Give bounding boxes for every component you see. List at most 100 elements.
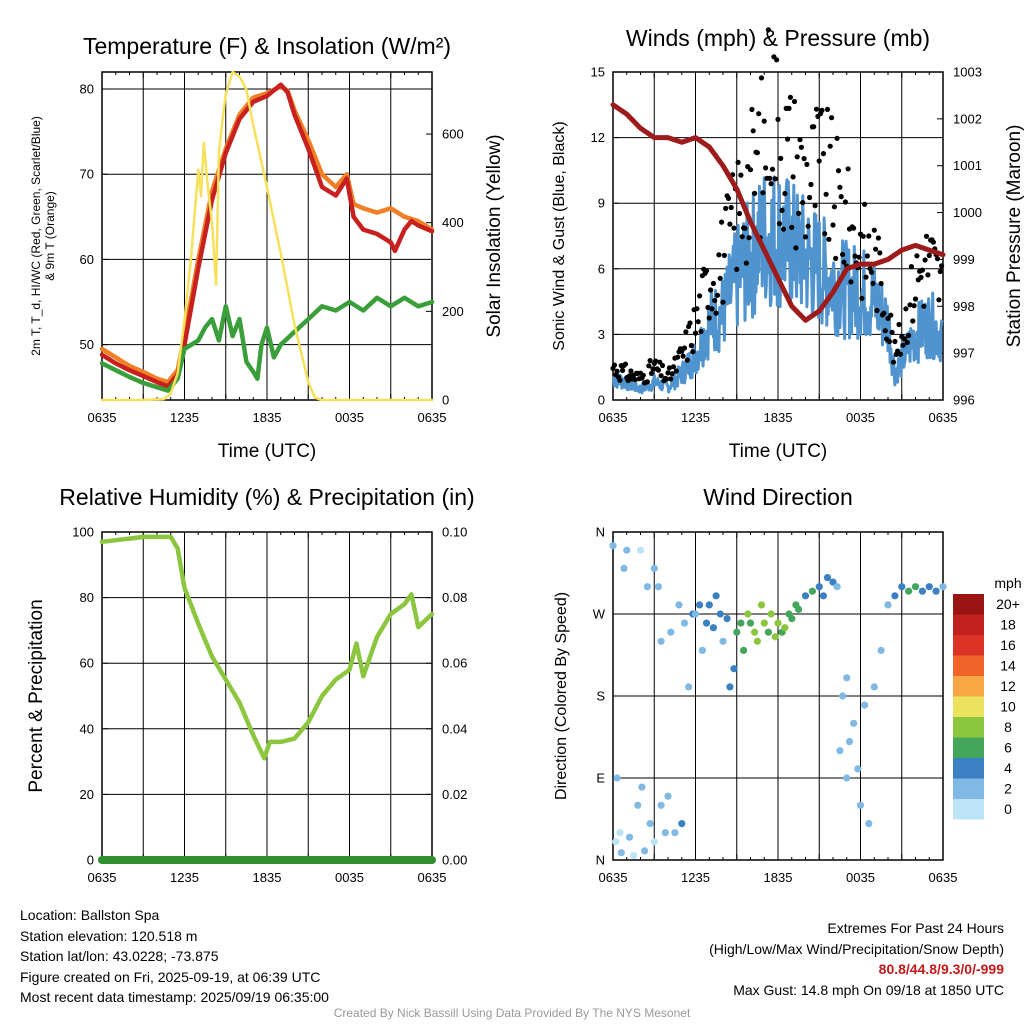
speed-legend: mph 20+ 18 16 14 12 10 8 6 4 2 0 <box>953 575 1022 820</box>
direction-point <box>620 564 628 573</box>
direction-point <box>657 801 665 809</box>
gust-point <box>683 329 689 335</box>
direction-point <box>771 633 779 641</box>
direction-point <box>685 683 693 691</box>
gust-point <box>930 239 937 245</box>
gust-point <box>735 159 741 165</box>
direction-point <box>719 637 727 645</box>
gust-point <box>727 221 733 227</box>
gust-point <box>721 252 728 258</box>
gust-point <box>752 190 758 196</box>
gust-point <box>774 57 780 63</box>
gust-point <box>824 106 831 112</box>
gust-point <box>800 200 806 206</box>
direction-point <box>843 674 851 682</box>
direction-point <box>712 592 720 600</box>
gust-point <box>675 354 681 360</box>
gust-point <box>739 234 745 240</box>
gust-point <box>786 105 792 111</box>
gust-point <box>697 293 703 299</box>
gust-point <box>807 194 813 201</box>
gust-point <box>859 295 865 301</box>
gust-point <box>620 367 626 373</box>
y2-tick-label: 997 <box>953 346 975 361</box>
direction-point <box>726 683 734 691</box>
direction-point <box>650 838 658 846</box>
gust-point <box>695 319 701 325</box>
direction-point <box>801 592 810 600</box>
gust-point <box>840 251 846 258</box>
legend-swatch <box>953 717 984 738</box>
gust-point <box>628 368 634 374</box>
y-axis-label-line2: & 9m T (Orange) <box>43 191 57 281</box>
gust-point <box>816 158 822 164</box>
gust-point <box>793 245 799 251</box>
extremes-subtitle: (High/Low/Max Wind/Precipitation/Snow De… <box>709 940 1004 957</box>
direction-point <box>760 619 768 627</box>
y-tick-label: E <box>596 771 605 786</box>
figure-created: Figure created on Fri, 2025-09-19, at 06… <box>20 968 321 985</box>
chart-title: Temperature (F) & Insolation (W/m²) <box>83 33 451 59</box>
y-tick-label: W <box>593 607 606 622</box>
y2-tick-label: 0 <box>442 393 449 408</box>
gust-point <box>768 181 774 187</box>
direction-point <box>638 783 646 791</box>
series-line-rh <box>99 534 435 761</box>
gust-point <box>789 224 795 230</box>
gust-point <box>668 376 674 382</box>
y-axis-label: Direction (Colored By Speed) <box>553 592 570 800</box>
y-tick-label: 50 <box>80 337 94 352</box>
direction-point <box>737 619 745 627</box>
gust-point <box>848 279 854 285</box>
direction-point <box>630 851 638 860</box>
y2-tick-label: 1002 <box>953 111 982 126</box>
direction-point <box>680 619 689 627</box>
direction-point <box>650 564 658 573</box>
gust-point <box>834 135 840 141</box>
y-tick-label: N <box>596 853 605 868</box>
y-tick-label: 0 <box>598 393 605 408</box>
gust-point <box>743 260 750 266</box>
y-tick-label: 9 <box>598 196 605 211</box>
gust-point <box>886 338 893 345</box>
direction-point <box>705 601 713 609</box>
gust-point <box>801 156 807 162</box>
gust-point <box>923 233 930 239</box>
gust-point <box>870 280 876 286</box>
gust-point <box>820 151 827 157</box>
direction-point <box>833 583 841 591</box>
gust-point <box>837 184 843 190</box>
gust-point <box>664 376 670 382</box>
direction-point <box>641 847 649 855</box>
direction-point <box>730 665 738 673</box>
gust-point <box>868 269 875 275</box>
gust-point <box>714 292 721 298</box>
gust-point <box>659 362 666 369</box>
x-tick-label: 0635 <box>88 410 117 425</box>
gust-point <box>901 336 908 342</box>
y-tick-label: 80 <box>80 590 94 605</box>
station-elevation: Station elevation: 120.518 m <box>20 927 198 944</box>
direction-point <box>671 829 679 837</box>
gust-point <box>918 274 924 280</box>
direction-point <box>698 646 707 655</box>
gust-point <box>863 274 869 280</box>
y2-tick-label: 996 <box>953 393 975 408</box>
x-tick-label: 1235 <box>170 410 199 425</box>
gust-point <box>866 233 872 239</box>
y-tick-label: 6 <box>598 261 605 276</box>
x-tick-label: 0635 <box>88 870 117 885</box>
gust-point <box>782 190 788 197</box>
gust-point <box>717 275 723 281</box>
gust-point <box>658 373 664 379</box>
y-axis-label: Percent & Precipitation <box>26 599 47 792</box>
gust-point <box>688 342 695 349</box>
gust-point <box>911 303 917 309</box>
gust-point <box>705 304 711 311</box>
gust-point <box>794 154 800 160</box>
x-tick-label: 1235 <box>681 410 710 425</box>
gust-point <box>647 358 653 364</box>
gust-point <box>835 168 842 174</box>
chart-title: Wind Direction <box>703 484 853 510</box>
recent-timestamp: Most recent data timestamp: 2025/09/19 0… <box>20 989 329 1005</box>
